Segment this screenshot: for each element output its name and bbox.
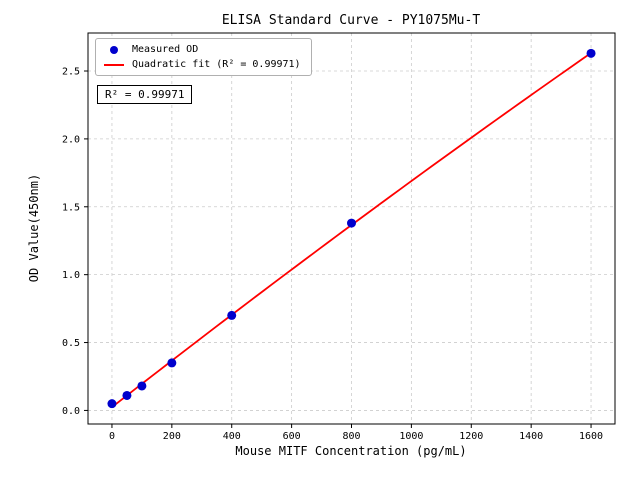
svg-text:1400: 1400 <box>519 431 543 442</box>
scatter-marker-swatch-icon <box>110 45 118 54</box>
svg-text:1.5: 1.5 <box>62 202 80 213</box>
y-axis-label: OD Value(450nm) <box>27 173 41 283</box>
tick-labels: 0 200 400 600 800 1000 1200 1400 1600 0.0 0.5 1.0 1.… <box>62 67 603 442</box>
x-axis-label: Mouse MITF Concentration (pg/mL) <box>235 444 467 458</box>
fit-line-swatch-icon <box>104 63 124 66</box>
svg-text:800: 800 <box>342 431 360 442</box>
legend-item-quadratic-fit: Quadratic fit (R² = 0.99971) <box>104 59 301 70</box>
measured-od-points <box>107 48 596 409</box>
axis-ticks <box>84 70 592 428</box>
svg-text:1.0: 1.0 <box>62 270 80 281</box>
svg-text:600: 600 <box>283 431 301 442</box>
plot-border <box>87 32 616 425</box>
legend-label-quadratic-fit: Quadratic fit (R² = 0.99971) <box>132 59 301 70</box>
grid-lines <box>88 33 615 424</box>
svg-text:1000: 1000 <box>399 431 423 442</box>
r-squared-annotation: R² = 0.99971 <box>97 85 193 104</box>
svg-text:0.5: 0.5 <box>62 338 80 349</box>
legend: Measured OD Quadratic fit (R² = 0.99971) <box>95 38 312 76</box>
svg-text:1200: 1200 <box>459 431 483 442</box>
svg-text:1600: 1600 <box>579 431 603 442</box>
chart-title: ELISA Standard Curve - PY1075Mu-T <box>221 13 481 28</box>
svg-text:0.0: 0.0 <box>62 406 80 417</box>
svg-text:400: 400 <box>223 431 241 442</box>
svg-text:2.0: 2.0 <box>62 134 80 145</box>
svg-text:200: 200 <box>163 431 181 442</box>
svg-text:0: 0 <box>109 431 115 442</box>
svg-text:2.5: 2.5 <box>62 67 80 78</box>
legend-label-measured-od: Measured OD <box>132 44 199 55</box>
legend-item-measured-od: Measured OD <box>104 44 301 55</box>
